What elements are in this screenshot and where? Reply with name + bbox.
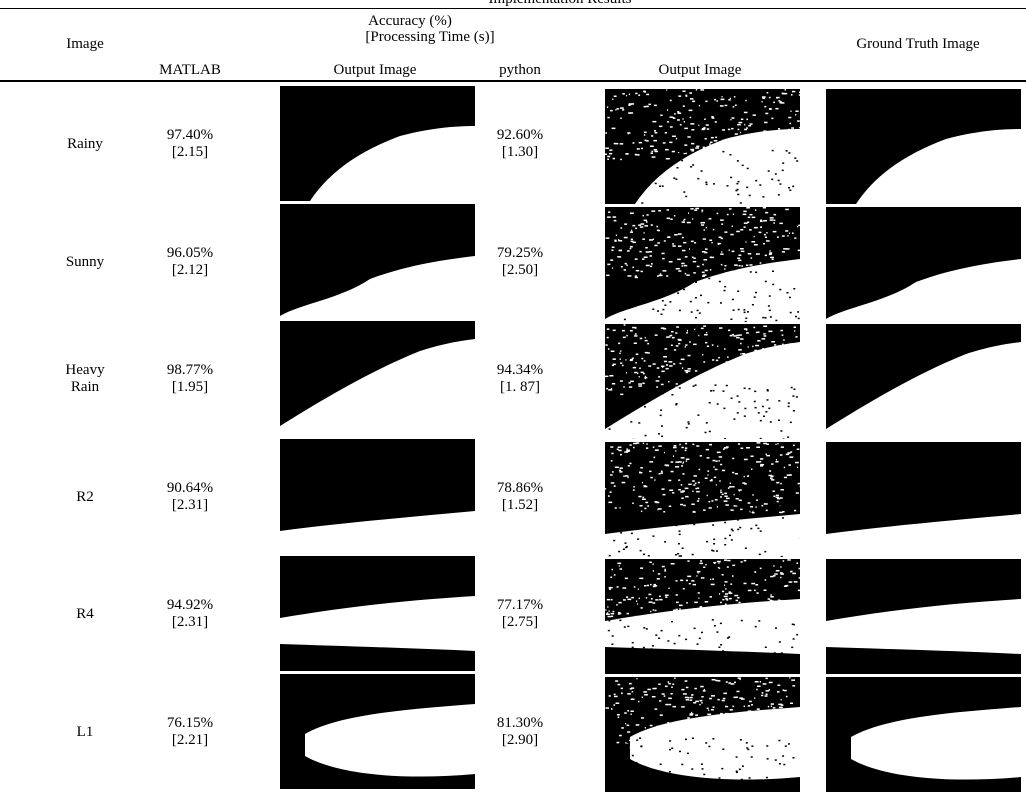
header-rule — [0, 80, 1026, 82]
matlab-time: [2.31] — [172, 497, 208, 514]
row-label: Sunny — [60, 254, 110, 271]
row-label: Rainy — [60, 136, 110, 153]
python-time: [2.90] — [502, 732, 538, 749]
python-time: [2.75] — [502, 614, 538, 631]
matlab-output-image — [280, 86, 475, 201]
matlab-time: [2.12] — [172, 262, 208, 279]
table-title: Implementation Results — [489, 0, 632, 8]
column-header: Output Image — [334, 62, 417, 79]
python-accuracy: 81.30% — [497, 715, 543, 732]
matlab-time: [2.31] — [172, 614, 208, 631]
row-label: Heavy Rain — [60, 362, 110, 396]
column-header: Output Image — [659, 62, 742, 79]
matlab-accuracy: 76.15% — [167, 715, 213, 732]
ground-truth-image — [826, 89, 1021, 204]
matlab-time: [1.95] — [172, 379, 208, 396]
row-label: R2 — [60, 489, 110, 506]
python-output-image — [605, 559, 800, 674]
python-time: [2.50] — [502, 262, 538, 279]
python-output-image — [605, 207, 800, 322]
python-output-image — [605, 324, 800, 439]
matlab-output-image — [280, 321, 475, 436]
matlab-accuracy: 97.40% — [167, 127, 213, 144]
ground-truth-image — [826, 677, 1021, 792]
python-time: [1.52] — [502, 497, 538, 514]
matlab-output-image — [280, 204, 475, 319]
column-header: python — [499, 62, 541, 79]
python-accuracy: 78.86% — [497, 480, 543, 497]
matlab-time: [2.21] — [172, 732, 208, 749]
python-time: [1.30] — [502, 144, 538, 161]
group-header: Accuracy (%) — [368, 13, 452, 30]
column-header: Image — [66, 36, 103, 53]
page: {"header": {"title": "Implementation Res… — [0, 0, 1026, 793]
python-accuracy: 92.60% — [497, 127, 543, 144]
matlab-accuracy: 90.64% — [167, 480, 213, 497]
matlab-output-image — [280, 674, 475, 789]
matlab-accuracy: 96.05% — [167, 245, 213, 262]
column-header: MATLAB — [159, 62, 221, 79]
python-output-image — [605, 442, 800, 557]
top-rule — [0, 8, 1026, 9]
ground-truth-image — [826, 207, 1021, 322]
matlab-accuracy: 94.92% — [167, 597, 213, 614]
row-label: L1 — [60, 724, 110, 741]
matlab-output-image — [280, 439, 475, 554]
python-time: [1. 87] — [500, 379, 540, 396]
group-header: [Processing Time (s)] — [365, 29, 494, 46]
python-output-image — [605, 677, 800, 792]
python-accuracy: 77.17% — [497, 597, 543, 614]
python-accuracy: 94.34% — [497, 362, 543, 379]
ground-truth-image — [826, 559, 1021, 674]
python-accuracy: 79.25% — [497, 245, 543, 262]
matlab-accuracy: 98.77% — [167, 362, 213, 379]
matlab-output-image — [280, 556, 475, 671]
row-label: R4 — [60, 606, 110, 623]
python-output-image — [605, 89, 800, 204]
ground-truth-image — [826, 324, 1021, 439]
column-header: Ground Truth Image — [856, 36, 979, 53]
ground-truth-image — [826, 442, 1021, 557]
matlab-time: [2.15] — [172, 144, 208, 161]
